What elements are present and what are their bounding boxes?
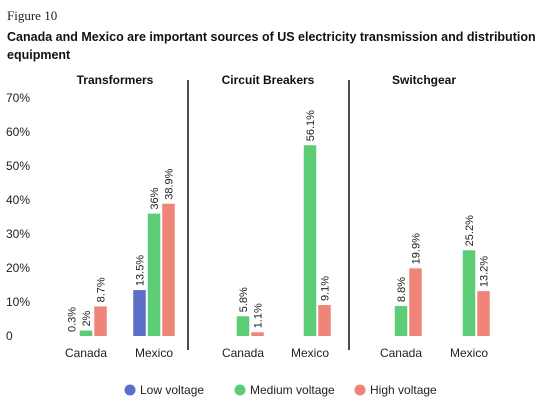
data-label: 8.7% (96, 277, 108, 302)
panel-transformers: Transformers 0.3% 2%8.7% Canada 13.5% 36% 38.9… (65, 73, 176, 360)
bar-high-voltage (409, 268, 422, 336)
x-tick-label: Canada (380, 346, 422, 360)
data-label: 0.3% (67, 307, 79, 332)
legend-item: High voltage (354, 383, 437, 397)
bar-high-voltage (94, 306, 107, 336)
bar-medium-voltage (147, 213, 161, 336)
data-label: 1.1% (253, 303, 265, 328)
bar-low-voltage (133, 290, 146, 336)
x-tick-label: Mexico (291, 346, 329, 360)
legend: Low voltage Medium voltage High voltage (124, 383, 437, 397)
data-label: 13.2% (479, 256, 491, 287)
data-label: 5.8% (238, 287, 250, 312)
legend-label: Medium voltage (250, 383, 335, 397)
data-label: 13.5% (135, 255, 147, 286)
data-label: 36% (149, 187, 161, 209)
x-tick-label: Canada (65, 346, 107, 360)
bar-medium-voltage (79, 330, 93, 336)
bar-high-voltage (477, 291, 490, 336)
panel-switchgear: Switchgear 8.8% 19.9% Canada 25.2%13.2% Mexic… (380, 73, 491, 360)
data-label: 2% (81, 310, 93, 326)
legend-item: Medium voltage (234, 383, 335, 397)
y-tick-label: 20% (6, 261, 30, 275)
y-tick-label: 10% (6, 295, 30, 309)
y-tick-label: 60% (6, 125, 30, 139)
data-label: 8.8% (396, 277, 408, 302)
panel-title: Switchgear (392, 73, 456, 87)
bar-medium-voltage (462, 250, 476, 336)
x-tick-label: Canada (222, 346, 264, 360)
legend-label: Low voltage (140, 383, 204, 397)
bar-medium-voltage (236, 316, 250, 336)
y-tick-label: 30% (6, 227, 30, 241)
y-axis: 0 10% 20% 30% 40% 50% 60% 70% (6, 91, 30, 343)
y-tick-label: 70% (6, 91, 30, 105)
bar-high-voltage (162, 203, 175, 336)
panel-title: Transformers (77, 73, 154, 87)
chart-title: Canada and Mexico are important sources … (7, 30, 536, 62)
legend-marker (124, 384, 136, 396)
data-label: 56.1% (305, 110, 317, 141)
panel-circuit-breakers: Circuit Breakers 5.8%1.1% Canada 56.1% 9.1% M… (222, 73, 332, 360)
bar-medium-voltage (394, 306, 408, 336)
legend-label: High voltage (370, 383, 437, 397)
y-tick-label: 50% (6, 159, 30, 173)
chart-panels: Transformers 0.3% 2%8.7% Canada 13.5% 36% 38.9… (65, 73, 491, 360)
figure-label: Figure 10 (7, 8, 58, 23)
y-tick-label: 40% (6, 193, 30, 207)
y-tick-label: 0 (6, 329, 13, 343)
data-label: 9.1% (320, 276, 332, 301)
data-label: 38.9% (164, 168, 176, 199)
legend-marker (354, 384, 366, 396)
legend-marker (234, 384, 246, 396)
x-tick-label: Mexico (135, 346, 173, 360)
bar-high-voltage (251, 332, 264, 336)
data-label: 25.2% (464, 215, 476, 246)
panel-dividers (187, 80, 350, 350)
bar-high-voltage (318, 305, 331, 336)
legend-item: Low voltage (124, 383, 204, 397)
x-tick-label: Mexico (450, 346, 488, 360)
data-label: 19.9% (411, 233, 423, 264)
bar-medium-voltage (303, 145, 317, 336)
panel-title: Circuit Breakers (222, 73, 315, 87)
